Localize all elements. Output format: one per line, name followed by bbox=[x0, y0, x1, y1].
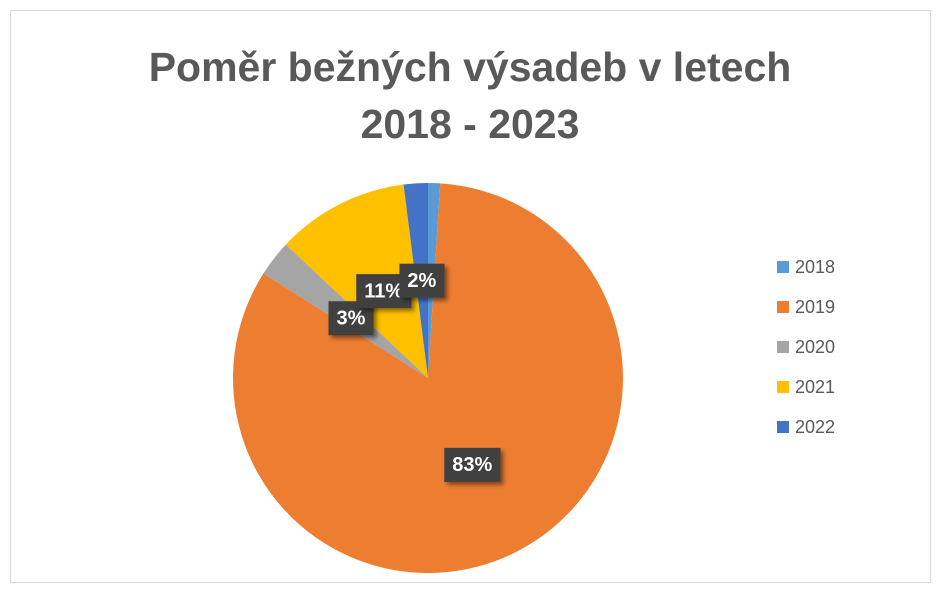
data-labels: 83% 3% 11% 2% bbox=[328, 263, 501, 482]
data-label-text: 3% bbox=[337, 308, 366, 330]
data-label-box bbox=[444, 447, 501, 482]
data-label: 2% bbox=[399, 263, 445, 298]
legend-label: 2021 bbox=[795, 377, 835, 397]
legend-label: 2020 bbox=[795, 337, 835, 357]
legend-label: 2019 bbox=[795, 297, 835, 317]
legend-swatch bbox=[777, 381, 789, 393]
pie bbox=[233, 183, 624, 574]
pie-slice bbox=[233, 183, 624, 574]
legend-swatch bbox=[777, 261, 789, 273]
data-label-text: 83% bbox=[452, 454, 492, 476]
legend-swatch bbox=[777, 301, 789, 313]
legend: 2018 2019 2020 2021 2022 bbox=[777, 257, 835, 437]
data-label-text: 2% bbox=[407, 270, 436, 292]
legend-label: 2018 bbox=[795, 257, 835, 277]
data-label-box bbox=[399, 263, 445, 298]
legend-swatch bbox=[777, 421, 789, 433]
legend-label: 2022 bbox=[795, 417, 835, 437]
chart-title: Poměr bežných výsadeb v letech 2018 - 202… bbox=[149, 44, 792, 147]
legend-swatch bbox=[777, 341, 789, 353]
data-label-text: 11% bbox=[364, 280, 403, 302]
data-label: 83% bbox=[444, 447, 501, 482]
